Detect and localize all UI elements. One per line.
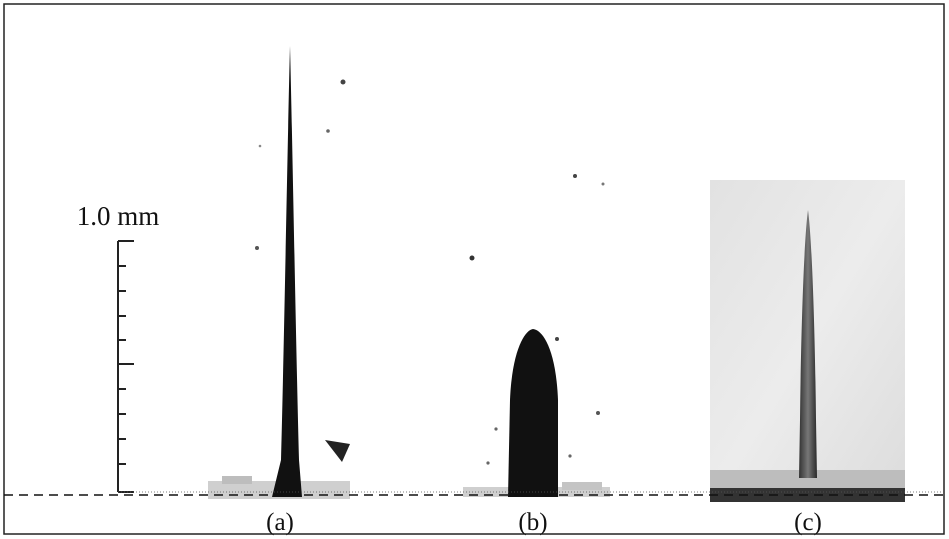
scale-label: 1.0 mm xyxy=(77,201,160,231)
panel-label: (b) xyxy=(518,509,547,536)
panel-a-image xyxy=(208,46,350,499)
panel-b-image xyxy=(463,174,610,497)
panel-label: (a) xyxy=(266,509,294,536)
scale-bar xyxy=(117,240,134,493)
panel-c-image xyxy=(710,180,905,502)
panel-label: (c) xyxy=(794,509,822,536)
